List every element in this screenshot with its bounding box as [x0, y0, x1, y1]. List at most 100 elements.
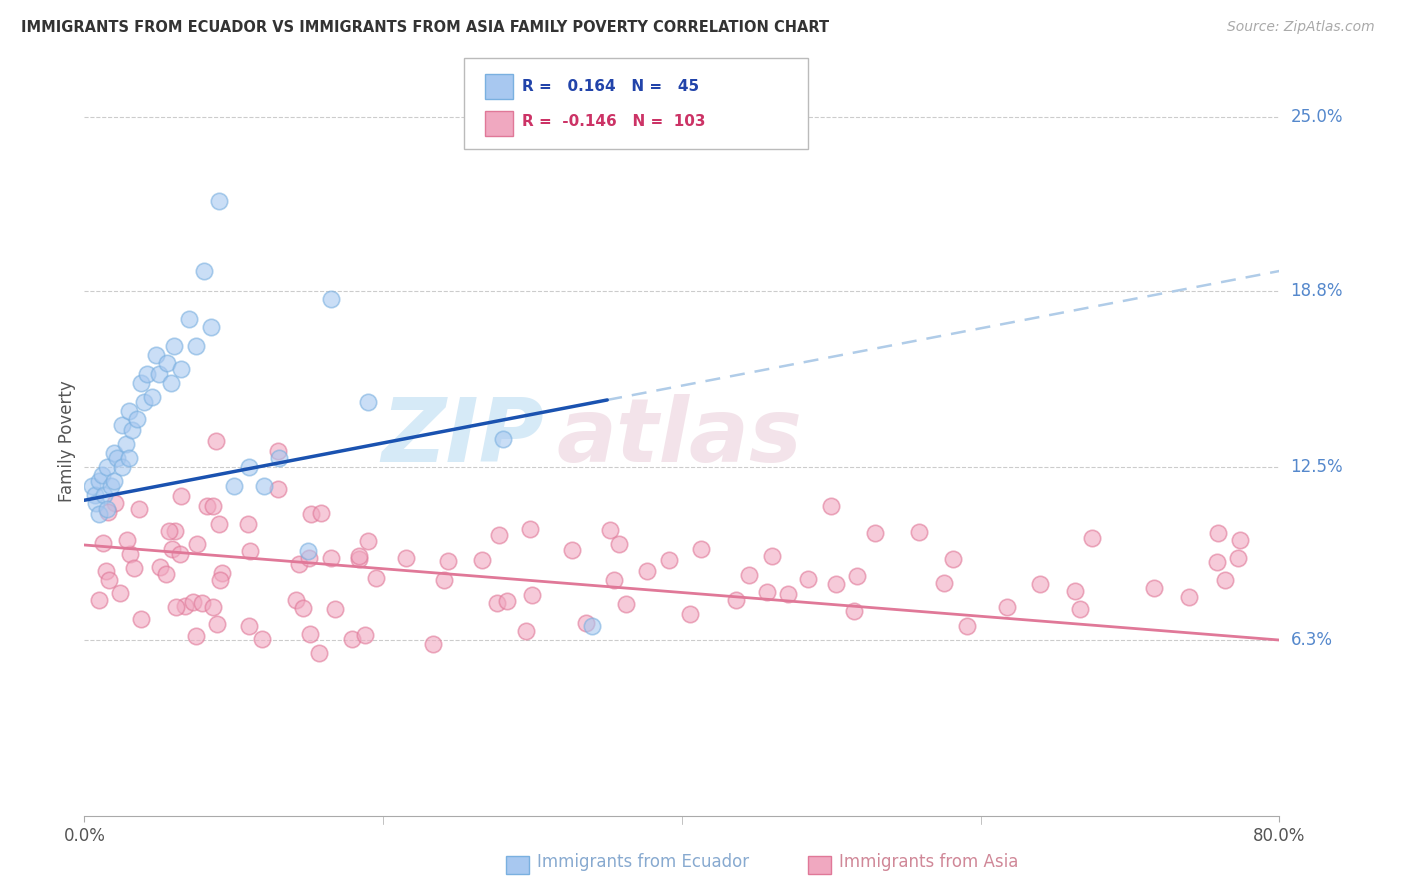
Point: [163, 339, 186, 353]
Point: [100, 479, 122, 493]
Point: [496, 594, 519, 608]
Text: Source: ZipAtlas.com: Source: ZipAtlas.com: [1227, 20, 1375, 34]
Point: [607, 537, 630, 551]
Point: [561, 542, 583, 557]
Point: [110, 585, 132, 599]
Point: [238, 618, 260, 632]
Point: [208, 194, 231, 208]
Point: [1063, 583, 1085, 598]
Point: [208, 573, 231, 587]
Point: [298, 627, 321, 641]
Point: [995, 600, 1018, 615]
Point: [253, 479, 276, 493]
Point: [1080, 531, 1102, 545]
Point: [308, 646, 330, 660]
Point: [115, 437, 138, 451]
Point: [103, 474, 125, 488]
Point: [1213, 574, 1236, 588]
Point: [340, 632, 363, 647]
Point: [129, 376, 152, 390]
Point: [357, 395, 380, 409]
Point: [96, 459, 118, 474]
Point: [356, 534, 378, 549]
Point: [724, 593, 747, 607]
Point: [267, 483, 290, 497]
Point: [486, 596, 509, 610]
Point: [908, 525, 931, 540]
Point: [155, 567, 177, 582]
Point: [160, 541, 183, 556]
Point: [148, 368, 170, 382]
Point: [97, 574, 120, 588]
Point: [157, 524, 180, 538]
Point: [103, 446, 125, 460]
Point: [205, 434, 228, 448]
Point: [111, 417, 134, 432]
Point: [437, 554, 460, 568]
Point: [96, 501, 118, 516]
Point: [288, 558, 311, 572]
Point: [211, 566, 233, 580]
Text: 18.8%: 18.8%: [1291, 282, 1343, 300]
Point: [238, 459, 260, 474]
Point: [169, 547, 191, 561]
Text: R =   0.164   N =   45: R = 0.164 N = 45: [522, 79, 699, 95]
Point: [173, 599, 195, 613]
Point: [366, 571, 388, 585]
Point: [603, 573, 626, 587]
Point: [122, 561, 145, 575]
Point: [222, 479, 245, 493]
Point: [492, 432, 515, 446]
Point: [170, 489, 193, 503]
Point: [94, 564, 117, 578]
Point: [186, 536, 208, 550]
Point: [200, 319, 222, 334]
Point: [575, 616, 598, 631]
Point: [520, 588, 543, 602]
Point: [349, 551, 371, 566]
Point: [165, 599, 187, 614]
Point: [80, 479, 103, 493]
Point: [208, 516, 231, 531]
Point: [756, 585, 779, 599]
Text: 25.0%: 25.0%: [1291, 108, 1343, 127]
Point: [1143, 581, 1166, 595]
Point: [132, 395, 156, 409]
Point: [298, 551, 321, 566]
Point: [285, 592, 308, 607]
Point: [93, 535, 115, 549]
Point: [181, 595, 204, 609]
Point: [347, 549, 370, 563]
Point: [309, 506, 332, 520]
Point: [236, 516, 259, 531]
Point: [202, 599, 225, 614]
Point: [103, 496, 125, 510]
Point: [118, 547, 141, 561]
Text: 12.5%: 12.5%: [1291, 458, 1343, 475]
Point: [863, 525, 886, 540]
Point: [170, 362, 193, 376]
Text: R =  -0.146   N =  103: R = -0.146 N = 103: [522, 114, 706, 129]
Point: [89, 507, 111, 521]
Point: [1226, 550, 1249, 565]
Point: [956, 619, 979, 633]
Text: 6.3%: 6.3%: [1291, 631, 1333, 649]
Point: [471, 553, 494, 567]
Point: [89, 593, 111, 607]
Y-axis label: Family Poverty: Family Poverty: [58, 381, 76, 502]
Point: [105, 451, 128, 466]
Point: [195, 499, 218, 513]
Point: [432, 573, 454, 587]
Point: [1208, 526, 1230, 541]
Point: [125, 412, 148, 426]
Point: [89, 474, 111, 488]
Point: [297, 543, 319, 558]
Point: [942, 551, 965, 566]
Point: [515, 624, 537, 639]
Point: [177, 311, 200, 326]
Point: [932, 576, 955, 591]
Point: [86, 496, 108, 510]
Point: [394, 551, 416, 566]
Point: [141, 390, 163, 404]
Point: [1206, 555, 1229, 569]
